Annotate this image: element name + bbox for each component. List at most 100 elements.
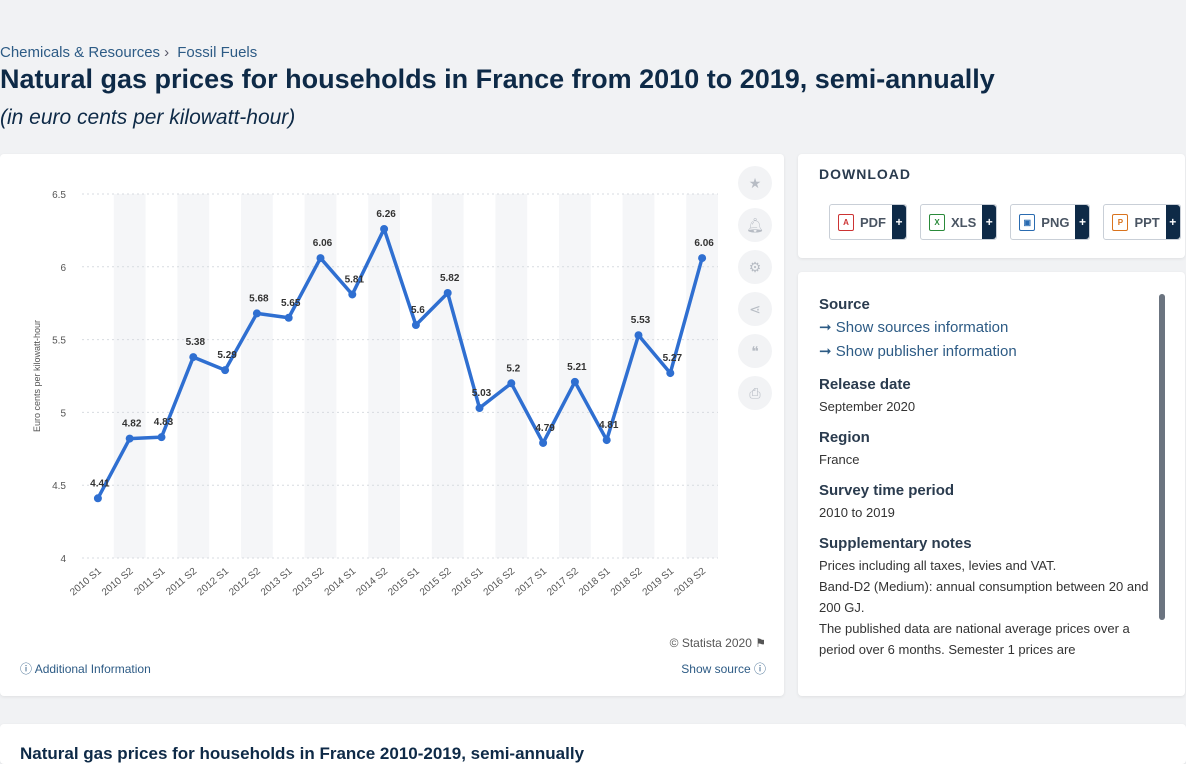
data-point bbox=[475, 404, 484, 413]
download-pdf-button[interactable]: A PDF + bbox=[829, 204, 907, 240]
data-label: 6.06 bbox=[313, 238, 333, 249]
x-tick-label: 2014 S1 bbox=[323, 566, 359, 599]
series-line bbox=[96, 227, 704, 500]
data-point bbox=[666, 369, 675, 378]
additional-info-link[interactable]: ⓘ Additional Information bbox=[20, 662, 151, 676]
chart-tools: ★ 🔔︎ ⚙ ⋖ ❝ ⎙ bbox=[738, 166, 772, 418]
x-tick-label: 2011 S2 bbox=[164, 566, 199, 598]
bell-icon[interactable]: 🔔︎ bbox=[738, 208, 772, 242]
show-publisher-link[interactable]: ➞ Show publisher information bbox=[819, 343, 1017, 360]
chart-card: 4 4.5 5 5.5 6 6.5 Euro cents per kilowatt-hour… bbox=[0, 154, 784, 696]
download-xls-button[interactable]: X XLS + bbox=[920, 204, 998, 240]
data-point bbox=[539, 438, 548, 447]
data-point bbox=[157, 433, 166, 442]
x-tick-label: 2012 S1 bbox=[195, 566, 231, 599]
x-tick-label: 2015 S1 bbox=[386, 566, 422, 599]
breadcrumb-separator: › bbox=[164, 44, 170, 61]
share-icon[interactable]: ⋖ bbox=[738, 292, 772, 326]
column-band bbox=[431, 194, 464, 558]
survey-heading: Survey time period bbox=[819, 482, 955, 499]
data-label: 5.29 bbox=[217, 350, 237, 361]
quote-icon[interactable]: ❝ bbox=[738, 334, 772, 368]
x-tick-label: 2017 S1 bbox=[513, 566, 549, 599]
y-tick-label: 4 bbox=[60, 554, 66, 565]
bottom-title: Natural gas prices for households in Fra… bbox=[20, 744, 585, 763]
scrollbar-thumb[interactable] bbox=[1159, 294, 1165, 620]
data-label: 4.83 bbox=[154, 417, 174, 428]
column-band bbox=[241, 194, 273, 558]
x-tick-label: 2014 S2 bbox=[354, 566, 390, 599]
plus-icon[interactable]: + bbox=[1075, 205, 1090, 239]
column-band bbox=[495, 194, 528, 558]
download-ppt-button[interactable]: P PPT + bbox=[1103, 204, 1181, 240]
data-label: 4.82 bbox=[122, 419, 142, 430]
data-point bbox=[602, 436, 611, 445]
data-label: 5.21 bbox=[567, 362, 587, 373]
gear-icon[interactable]: ⚙ bbox=[738, 250, 772, 284]
release-value: September 2020 bbox=[819, 399, 916, 414]
y-tick-label: 4.5 bbox=[52, 481, 66, 492]
plus-icon[interactable]: + bbox=[1165, 205, 1180, 239]
show-source-link[interactable]: Show source ⓘ bbox=[681, 662, 766, 676]
data-label: 5.27 bbox=[663, 353, 683, 364]
x-tick-label: 2016 S1 bbox=[450, 566, 486, 599]
plus-icon[interactable]: + bbox=[892, 205, 906, 239]
data-point bbox=[348, 290, 357, 299]
survey-value: 2010 to 2019 bbox=[819, 505, 895, 520]
x-tick-label: 2016 S2 bbox=[482, 566, 518, 599]
arrow-right-icon: ➞ bbox=[819, 343, 832, 360]
region-heading: Region bbox=[819, 429, 870, 446]
data-label: 4.79 bbox=[535, 423, 555, 434]
y-tick-label: 6.5 bbox=[52, 190, 66, 201]
x-tick-label: 2012 S2 bbox=[227, 566, 263, 599]
data-label: 6.26 bbox=[376, 209, 396, 220]
x-tick-label: 2018 S1 bbox=[577, 566, 613, 599]
data-point bbox=[698, 254, 707, 263]
x-tick-label: 2011 S1 bbox=[132, 566, 167, 598]
star-icon[interactable]: ★ bbox=[738, 166, 772, 200]
data-label: 4.81 bbox=[599, 420, 619, 431]
show-sources-link[interactable]: ➞ Show sources information bbox=[819, 319, 1009, 336]
data-label: 5.82 bbox=[440, 273, 460, 284]
png-file-icon: ▣ bbox=[1019, 213, 1036, 231]
y-axis-label: Euro cents per kilowatt-hour bbox=[32, 320, 42, 432]
data-point bbox=[93, 494, 102, 503]
x-tick-label: 2013 S2 bbox=[291, 566, 327, 599]
data-point bbox=[125, 434, 134, 443]
top-bar bbox=[0, 0, 1186, 40]
page-title: Natural gas prices for households in Fra… bbox=[0, 64, 995, 94]
note-text: Band-D2 (Medium): annual consumption bet… bbox=[819, 579, 1149, 615]
data-label: 5.38 bbox=[186, 337, 206, 348]
data-label: 5.03 bbox=[472, 388, 492, 399]
column-band bbox=[113, 194, 146, 558]
data-point bbox=[380, 224, 389, 233]
release-heading: Release date bbox=[819, 376, 911, 393]
info-icon: ⓘ bbox=[20, 662, 33, 676]
info-icon: ⓘ bbox=[753, 662, 766, 676]
statistic-info-card: Source ➞ Show sources information ➞ Show… bbox=[798, 272, 1185, 696]
flag-icon[interactable]: ⚑ bbox=[755, 636, 766, 650]
breadcrumb-subcategory[interactable]: Fossil Fuels bbox=[177, 44, 258, 61]
data-label: 5.68 bbox=[249, 293, 269, 304]
plus-icon[interactable]: + bbox=[982, 205, 997, 239]
download-png-button[interactable]: ▣ PNG + bbox=[1010, 204, 1091, 240]
download-heading: DOWNLOAD bbox=[819, 166, 911, 182]
region-value: France bbox=[819, 452, 860, 467]
y-tick-label: 5.5 bbox=[52, 336, 66, 347]
download-card: DOWNLOAD A PDF + X XLS + ▣ PNG + P PPT + bbox=[798, 154, 1185, 258]
data-label: 5.65 bbox=[281, 298, 301, 309]
x-tick-label: 2010 S1 bbox=[68, 566, 104, 599]
column-band bbox=[177, 194, 210, 558]
page-subtitle: (in euro cents per kilowatt-hour) bbox=[0, 106, 296, 129]
note-text: The published data are national average … bbox=[819, 621, 1130, 657]
breadcrumb: Chemicals & Resources › Fossil Fuels bbox=[0, 44, 257, 61]
breadcrumb-category[interactable]: Chemicals & Resources bbox=[0, 44, 161, 61]
print-icon[interactable]: ⎙ bbox=[738, 376, 772, 410]
y-tick-label: 5 bbox=[60, 408, 66, 419]
download-buttons: A PDF + X XLS + ▣ PNG + P PPT + bbox=[829, 204, 1181, 240]
copyright: © Statista 2020 ⚑ bbox=[669, 636, 766, 650]
data-point bbox=[634, 331, 643, 340]
x-tick-label: 2019 S2 bbox=[672, 566, 708, 599]
y-tick-label: 6 bbox=[60, 263, 66, 274]
data-point bbox=[411, 321, 420, 330]
